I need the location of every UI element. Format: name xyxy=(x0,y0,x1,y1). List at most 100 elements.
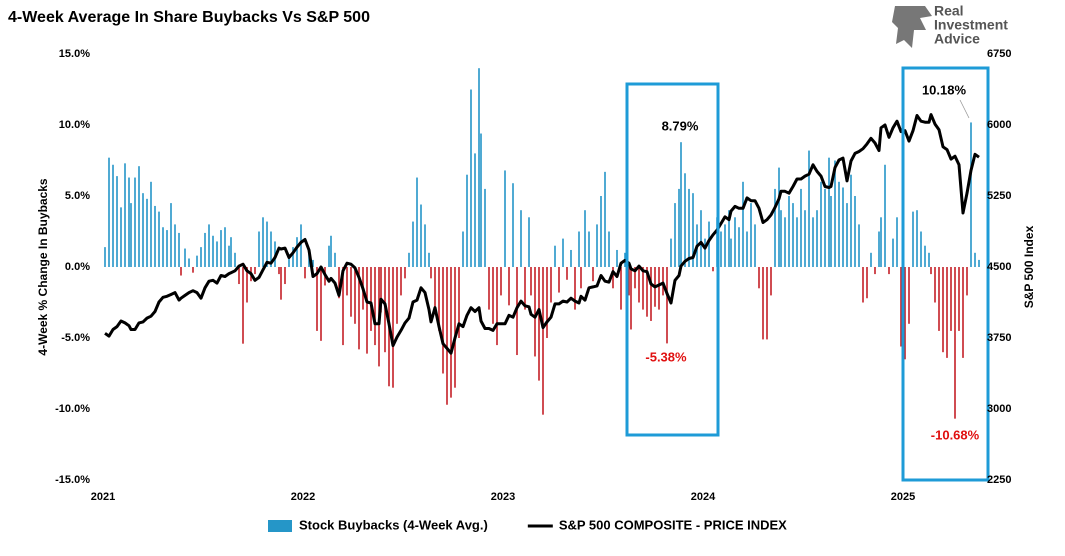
bar xyxy=(338,267,340,299)
bar xyxy=(430,267,432,279)
bar xyxy=(892,238,894,267)
legend-swatch xyxy=(268,520,292,532)
logo-icon xyxy=(892,6,932,48)
bar xyxy=(224,227,226,267)
bar xyxy=(938,267,940,331)
bar xyxy=(192,267,194,273)
bar xyxy=(508,267,510,306)
bar xyxy=(834,160,836,267)
highlight-box xyxy=(625,82,720,437)
bar xyxy=(528,217,530,267)
bar xyxy=(212,235,214,267)
bar xyxy=(608,231,610,267)
bar xyxy=(416,177,418,267)
bar xyxy=(208,224,210,267)
y-tick-label: 10.0% xyxy=(59,119,90,131)
bar xyxy=(450,267,452,398)
bar xyxy=(266,221,268,267)
y2-axis-label: S&P 500 Index xyxy=(1022,225,1036,308)
bar xyxy=(924,245,926,267)
bar xyxy=(884,164,886,267)
bar xyxy=(642,267,644,310)
y-tick-label: -15.0% xyxy=(55,474,90,486)
bar xyxy=(312,259,314,267)
y-tick-label: 0.0% xyxy=(65,261,90,273)
bar xyxy=(530,267,532,296)
bar xyxy=(704,238,706,267)
bar xyxy=(434,267,436,310)
bar xyxy=(478,68,480,267)
bar xyxy=(838,181,840,267)
bar xyxy=(974,252,976,267)
bar xyxy=(496,267,498,346)
bar xyxy=(354,267,356,324)
bar xyxy=(350,267,352,317)
annotation: -5.38% xyxy=(645,349,687,364)
bar xyxy=(912,211,914,267)
y-tick-label: 5.0% xyxy=(65,190,90,202)
bar xyxy=(946,267,948,358)
bar xyxy=(120,207,122,267)
bar xyxy=(296,237,298,267)
bar xyxy=(650,267,652,321)
bar xyxy=(346,267,348,296)
bar xyxy=(774,188,776,267)
y2-tick-label: 5250 xyxy=(987,190,1011,202)
bar xyxy=(778,167,780,267)
bar xyxy=(288,254,290,267)
bar xyxy=(258,231,260,267)
y-tick-label: -5.0% xyxy=(61,332,90,344)
bar xyxy=(904,267,906,360)
bar xyxy=(466,174,468,267)
bar xyxy=(612,267,614,289)
bar xyxy=(570,249,572,267)
bar xyxy=(616,249,618,267)
y2-tick-label: 3750 xyxy=(987,332,1011,344)
bar xyxy=(830,196,832,267)
bar xyxy=(920,231,922,267)
bar xyxy=(380,267,382,313)
bar xyxy=(816,210,818,267)
bar xyxy=(896,217,898,267)
bar xyxy=(734,217,736,267)
bar xyxy=(770,267,772,296)
logo-text: Real xyxy=(934,3,964,19)
bar xyxy=(546,267,548,338)
y2-tick-label: 6750 xyxy=(987,48,1011,60)
bar xyxy=(316,267,318,331)
annotation: -10.68% xyxy=(931,427,980,442)
bar xyxy=(584,210,586,267)
bar xyxy=(962,267,964,358)
bar xyxy=(746,231,748,267)
bar xyxy=(562,238,564,267)
bar xyxy=(184,248,186,267)
bar xyxy=(292,247,294,267)
bar xyxy=(580,267,582,289)
bar xyxy=(670,238,672,267)
bar xyxy=(842,187,844,267)
bar xyxy=(862,267,864,303)
bar xyxy=(600,196,602,267)
x-tick-label: 2022 xyxy=(291,491,315,503)
bar xyxy=(908,267,910,324)
bar xyxy=(578,231,580,267)
bar xyxy=(954,267,956,419)
bar xyxy=(162,227,164,267)
leader-line xyxy=(959,99,970,119)
bar xyxy=(692,193,694,267)
bar xyxy=(242,267,244,344)
bar xyxy=(246,267,248,303)
bar xyxy=(680,142,682,267)
bar xyxy=(396,267,398,324)
bar xyxy=(238,267,240,285)
bar xyxy=(916,210,918,267)
bar xyxy=(138,166,140,267)
bar xyxy=(788,196,790,267)
bar xyxy=(866,267,868,299)
bar xyxy=(978,259,980,267)
logo-text: Investment xyxy=(934,17,1008,33)
bar xyxy=(220,230,222,267)
bar xyxy=(180,267,182,276)
bar xyxy=(230,237,232,267)
bar xyxy=(134,177,136,267)
